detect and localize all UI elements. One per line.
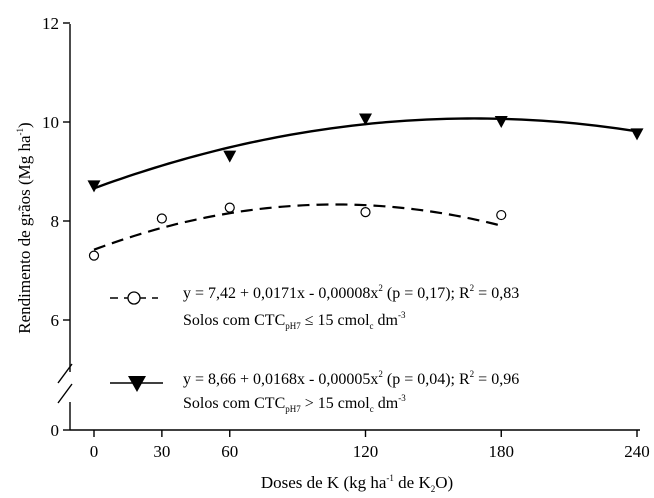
data-point-high bbox=[87, 180, 101, 193]
x-tick-label: 60 bbox=[221, 442, 238, 461]
y-tick-label: 6 bbox=[51, 311, 60, 330]
fit-curves bbox=[93, 117, 638, 251]
x-tick-label: 0 bbox=[90, 442, 99, 461]
axis-break-mark-2 bbox=[57, 383, 73, 404]
data-point-low bbox=[360, 206, 371, 218]
fit-curve-low bbox=[93, 203, 502, 251]
legend-description-low: Solos com CTCpH7 ≤ 15 cmolc dm-3 bbox=[183, 310, 406, 331]
data-point-low bbox=[156, 213, 167, 224]
y-axis-label: Rendimento de grãos (Mg ha-1) bbox=[15, 122, 34, 333]
data-point-low bbox=[496, 209, 507, 221]
fit-curve-high bbox=[93, 117, 638, 190]
x-tick-label: 30 bbox=[153, 442, 170, 461]
x-tick-label: 120 bbox=[353, 442, 379, 461]
x-axis-label: Doses de K (kg ha-1 de K2O) bbox=[261, 473, 453, 494]
legend-equation-high: y = 8,66 + 0,0168x - 0,00005x2 (p = 0,04… bbox=[183, 369, 519, 388]
data-point-high bbox=[223, 150, 237, 163]
x-tick-label: 240 bbox=[624, 442, 650, 461]
y-ticks: 0 6 8 10 12 bbox=[42, 14, 70, 440]
x-ticks: 0 30 60 120 180 240 bbox=[90, 430, 650, 461]
axis-break-mark-1 bbox=[57, 363, 73, 384]
data-point-high bbox=[630, 128, 644, 141]
axes bbox=[57, 24, 640, 431]
y-tick-label: 10 bbox=[42, 113, 59, 132]
data-point-low bbox=[224, 202, 235, 213]
legend-entry-low: y = 7,42 + 0,0171x - 0,00008x2 (p = 0,17… bbox=[110, 283, 519, 331]
legend-equation-low: y = 7,42 + 0,0171x - 0,00008x2 (p = 0,17… bbox=[183, 283, 519, 302]
legend-entry-high: y = 8,66 + 0,0168x - 0,00005x2 (p = 0,04… bbox=[110, 369, 519, 414]
y-tick-label: 12 bbox=[42, 14, 59, 33]
data-point-high bbox=[494, 116, 508, 128]
legend-description-high: Solos com CTCpH7 > 15 cmolc dm-3 bbox=[183, 393, 406, 414]
data-points bbox=[87, 113, 644, 261]
data-point-high bbox=[359, 113, 372, 126]
data-point-low bbox=[88, 250, 100, 261]
y-tick-label: 8 bbox=[51, 212, 60, 231]
y-tick-label: 0 bbox=[51, 421, 60, 440]
x-tick-label: 180 bbox=[489, 442, 515, 461]
legend-marker-open-circle bbox=[127, 291, 141, 305]
legend-marker-filled-triangle bbox=[128, 376, 146, 392]
